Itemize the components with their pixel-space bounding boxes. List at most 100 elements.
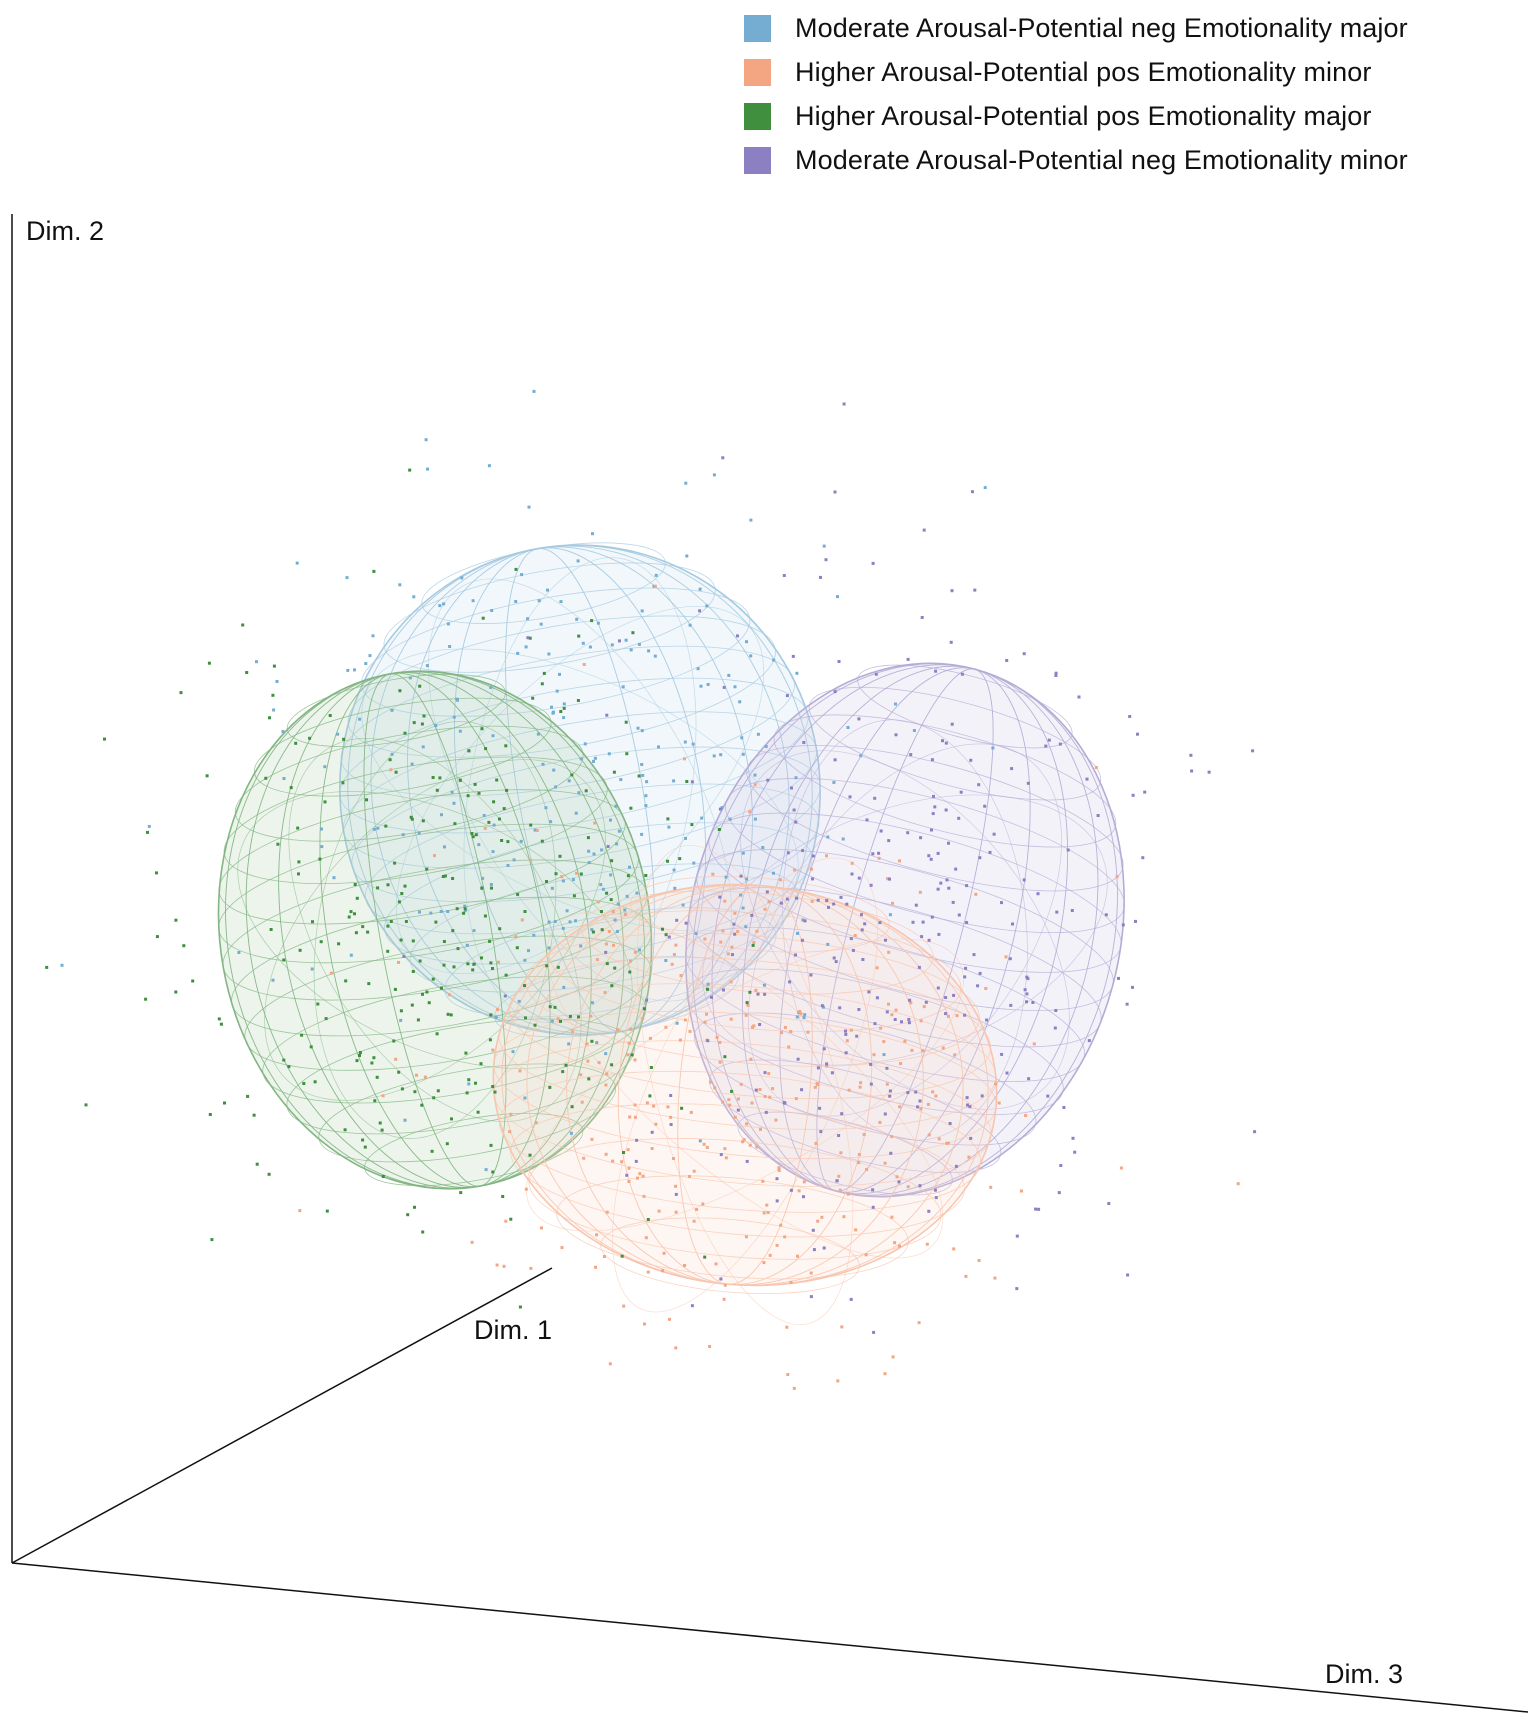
data-point [577,1015,580,1019]
data-point [1044,744,1048,748]
ellipsoid-parallel [364,783,820,935]
data-point [408,468,412,472]
data-point [983,804,987,808]
data-point [627,1041,631,1045]
data-point [1000,901,1003,905]
data-point [820,1215,824,1219]
data-point [1008,957,1012,961]
data-point [758,1088,762,1091]
data-point [927,1209,931,1213]
data-point [560,875,564,879]
data-point [365,798,368,802]
data-point [524,1187,528,1191]
data-point [370,1061,374,1065]
data-point [853,934,857,937]
data-point [978,856,982,860]
data-point [443,874,447,878]
data-point [596,621,600,625]
data-point [872,1330,876,1334]
data-point [358,1051,362,1054]
data-point [933,1188,937,1192]
data-point [675,1021,679,1025]
data-point [936,986,940,990]
data-point [833,758,837,762]
data-point [613,918,617,922]
data-point [832,956,836,960]
data-point [590,1001,594,1005]
data-point [647,649,651,653]
data-point [539,622,543,626]
data-point [739,874,743,878]
data-point [574,919,577,923]
data-point [572,894,576,898]
data-point [792,808,796,812]
data-point [474,833,478,837]
data-point [1031,1001,1035,1004]
data-point [690,823,694,827]
data-point [60,963,64,967]
ellipsoid-parallel [244,935,652,1071]
data-point [793,868,797,872]
data-point [302,1082,306,1085]
data-point [401,833,405,837]
data-point [888,1094,892,1098]
data-point [466,794,470,798]
data-point [575,871,578,875]
data-point [795,1015,799,1019]
data-point [518,1069,522,1073]
data-point [816,898,820,902]
data-point [640,609,644,613]
data-point [887,839,891,843]
data-point [809,1271,813,1275]
data-point [549,820,553,824]
data-point [417,831,421,835]
ellipsoid-parallel [364,1113,584,1186]
data-point [730,1089,734,1093]
data-point [583,742,587,746]
data-point [785,694,789,698]
ellipsoid-great-circle [702,794,1108,1066]
data-point [505,788,509,792]
data-point [789,1188,793,1192]
data-point [723,1055,727,1059]
data-point [643,1322,646,1326]
data-point [740,736,744,740]
data-point [840,1112,844,1116]
data-point [944,741,948,745]
data-point [376,826,380,830]
data-point [367,982,371,986]
data-point [745,1001,749,1005]
data-point [977,1259,981,1262]
data-point [565,909,569,913]
data-point [964,966,968,970]
data-point [420,722,424,726]
data-point [1015,1234,1019,1238]
data-point [794,953,797,957]
data-point [756,992,760,996]
data-point [994,1082,998,1086]
data-point [819,575,822,579]
data-point [622,1304,626,1308]
data-point [949,640,953,644]
data-point [626,1053,630,1057]
ellipsoid-parallel [746,745,1124,892]
data-point [842,1215,846,1219]
data-point [992,832,996,836]
data-point [825,854,828,858]
data-point [861,958,865,961]
data-point [741,752,745,756]
data-point [883,1112,887,1116]
data-point [300,1033,304,1037]
data-point [736,1097,740,1101]
data-point [435,788,439,792]
data-point [629,959,632,963]
data-point [611,1159,615,1163]
data-point [918,1099,922,1103]
data-point [965,921,969,924]
data-point [533,1023,537,1027]
data-point [838,1006,842,1010]
data-point [984,987,988,990]
data-point [664,1025,668,1029]
data-point [684,921,688,925]
data-point [785,1325,789,1329]
